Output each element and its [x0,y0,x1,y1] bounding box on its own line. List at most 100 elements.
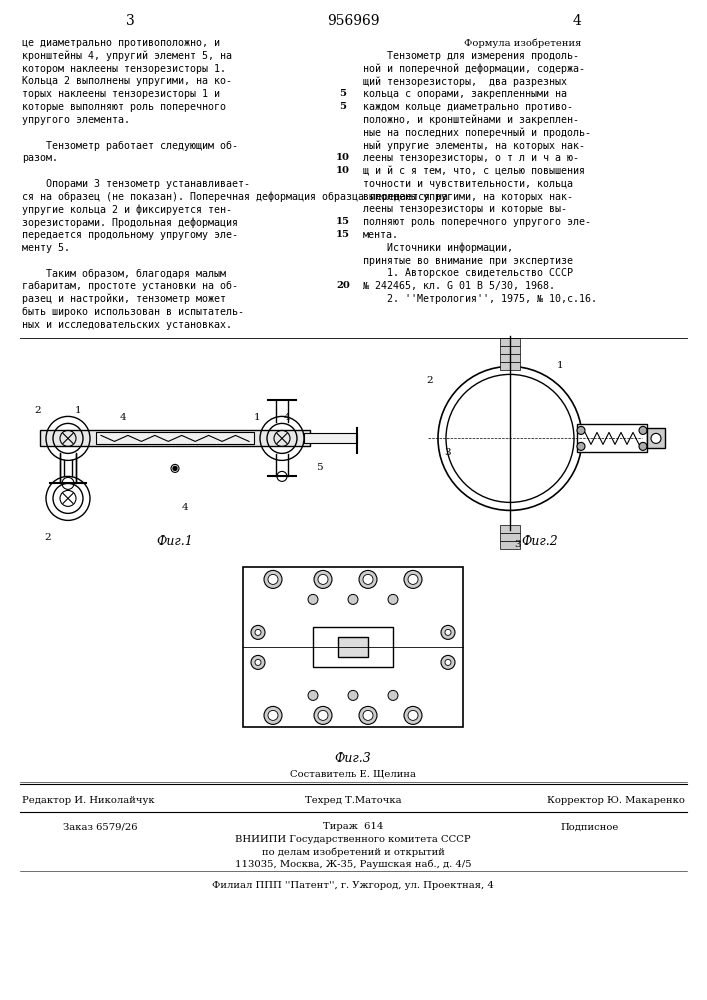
Text: менту 5.: менту 5. [22,243,70,253]
Text: 4: 4 [284,413,291,422]
Text: 4: 4 [119,413,127,422]
Text: котором наклеены тензорезисторы 1.: котором наклеены тензорезисторы 1. [22,64,226,74]
Text: 2: 2 [426,376,433,385]
Text: 5: 5 [316,463,322,472]
Text: 1: 1 [556,361,563,370]
Text: 1. Авторское свидетельство СССР: 1. Авторское свидетельство СССР [363,268,573,278]
Text: мента.: мента. [363,230,399,240]
Text: Редактор И. Николайчук: Редактор И. Николайчук [22,796,155,805]
Text: Техред Т.Маточка: Техред Т.Маточка [305,796,402,805]
Text: Опорами 3 тензометр устанавливает-: Опорами 3 тензометр устанавливает- [22,179,250,189]
Circle shape [441,655,455,669]
Bar [313,627,393,667]
Circle shape [363,574,373,584]
Text: ные на последних поперечный и продоль-: ные на последних поперечный и продоль- [363,128,591,138]
Circle shape [388,690,398,700]
Circle shape [348,690,358,700]
Text: ной и поперечной деформации, содержа-: ной и поперечной деформации, содержа- [363,64,585,74]
Text: щ и й с я тем, что, с целью повышения: щ и й с я тем, что, с целью повышения [363,166,585,176]
Circle shape [404,706,422,724]
Text: леены тензорезисторы и которые вы-: леены тензорезисторы и которые вы- [363,204,567,214]
Text: 1: 1 [75,406,81,415]
Text: Фиг.1: Фиг.1 [157,535,194,548]
Text: 10: 10 [336,166,350,175]
Text: це диаметрально противоположно, и: це диаметрально противоположно, и [22,38,220,48]
Text: 113035, Москва, Ж-35, Раушская наб., д. 4/5: 113035, Москва, Ж-35, Раушская наб., д. … [235,859,472,869]
Text: Фиг.3: Фиг.3 [334,752,371,765]
Bar [500,525,520,533]
Text: Заказ 6579/26: Заказ 6579/26 [63,822,137,831]
Circle shape [314,706,332,724]
Circle shape [404,570,422,588]
Text: 956969: 956969 [327,14,379,28]
Text: 1: 1 [254,413,260,422]
Text: положно, и кронштейнами и закреплен-: положно, и кронштейнами и закреплен- [363,115,579,125]
Text: леены тензорезисторы, о т л и ч а ю-: леены тензорезисторы, о т л и ч а ю- [363,153,579,163]
Text: 2. ''Метрология'', 1975, № 10,с.16.: 2. ''Метрология'', 1975, № 10,с.16. [363,294,597,304]
Circle shape [251,625,265,639]
Text: Фиг.2: Фиг.2 [522,535,559,548]
Text: ный упругие элементы, на которых нак-: ный упругие элементы, на которых нак- [363,140,585,151]
Circle shape [318,574,328,584]
Text: упругие кольца 2 и фиксируется тен-: упругие кольца 2 и фиксируется тен- [22,204,232,215]
Text: щий тензорезисторы,  два разрезных: щий тензорезисторы, два разрезных [363,76,567,87]
Bar [338,637,368,657]
Text: 15: 15 [336,230,350,239]
Text: точности и чувствительности, кольца: точности и чувствительности, кольца [363,179,573,189]
Circle shape [255,659,261,665]
Circle shape [314,570,332,588]
Text: которые выполняют роль поперечного: которые выполняют роль поперечного [22,102,226,112]
Circle shape [408,710,418,720]
Text: 3: 3 [445,448,451,457]
Text: кронштейны 4, упругий элемент 5, на: кронштейны 4, упругий элемент 5, на [22,51,232,61]
Text: разец и настройки, тензометр может: разец и настройки, тензометр может [22,294,226,304]
Circle shape [639,442,647,450]
Circle shape [264,706,282,724]
Bar [96,432,254,444]
Text: 5: 5 [339,89,346,98]
Circle shape [318,710,328,720]
Bar [500,541,520,549]
Text: принятые во внимание при экспертизе: принятые во внимание при экспертизе [363,256,573,266]
Bar [500,354,520,362]
Text: Филиал ППП ''Патент'', г. Ужгород, ул. Проектная, 4: Филиал ППП ''Патент'', г. Ужгород, ул. П… [212,881,494,890]
Circle shape [408,574,418,584]
Circle shape [173,466,177,470]
Text: ных и исследовательских установках.: ных и исследовательских установках. [22,320,232,330]
Text: по делам изобретений и открытий: по делам изобретений и открытий [262,847,445,857]
Circle shape [359,706,377,724]
Text: Таким образом, благодаря малым: Таким образом, благодаря малым [22,268,226,279]
Text: каждом кольце диаметрально противо-: каждом кольце диаметрально противо- [363,102,573,112]
Text: Тензометр работает следующим об-: Тензометр работает следующим об- [22,140,238,151]
Text: 20: 20 [336,281,350,290]
Bar [577,424,647,452]
Circle shape [255,629,261,635]
Bar [40,430,310,446]
Text: разом.: разом. [22,153,58,163]
Circle shape [277,471,287,481]
Circle shape [577,442,585,450]
Text: торых наклеены тензорезисторы 1 и: торых наклеены тензорезисторы 1 и [22,89,220,99]
Text: Корректор Ю. Макаренко: Корректор Ю. Макаренко [547,796,685,805]
Text: 4: 4 [182,503,188,512]
Circle shape [268,574,278,584]
Circle shape [577,426,585,434]
Circle shape [441,625,455,639]
Text: упругого элемента.: упругого элемента. [22,115,130,125]
Text: полняют роль поперечного упругого эле-: полняют роль поперечного упругого эле- [363,217,591,227]
Circle shape [308,690,318,700]
Bar [647,428,665,448]
Circle shape [62,477,74,489]
Text: 5: 5 [339,102,346,111]
Circle shape [348,594,358,604]
Text: Источники информации,: Источники информации, [363,243,513,253]
Text: № 242465, кл. G 01 B 5/30, 1968.: № 242465, кл. G 01 B 5/30, 1968. [363,281,555,291]
Text: кольца с опорами, закрепленными на: кольца с опорами, закрепленными на [363,89,567,99]
Bar [243,567,463,727]
Text: 2: 2 [45,533,52,542]
Circle shape [264,570,282,588]
Text: 10: 10 [336,153,350,162]
Circle shape [388,594,398,604]
Circle shape [268,710,278,720]
Circle shape [639,426,647,434]
